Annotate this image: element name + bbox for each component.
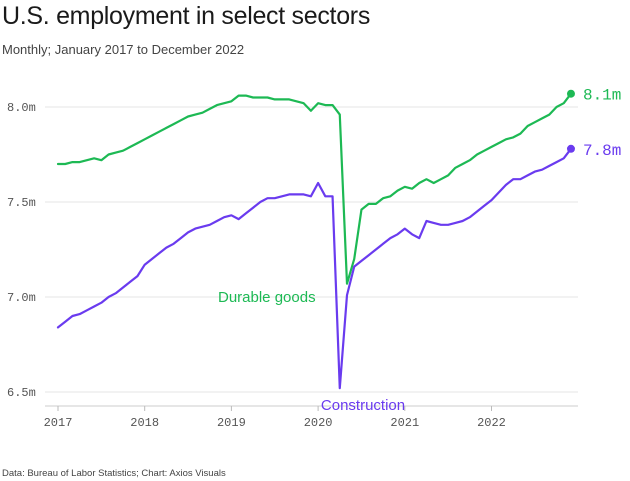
- end-value-label-durable-goods: 8.1m: [583, 87, 621, 105]
- end-point-construction: [566, 144, 575, 153]
- y-tick-label: 7.0m: [7, 291, 36, 305]
- series-line-durable-goods: [56, 92, 573, 285]
- source-note: Data: Bureau of Labor Statistics; Chart:…: [2, 468, 226, 479]
- series-line-construction: [56, 147, 573, 390]
- chart-title: U.S. employment in select sectors: [2, 2, 371, 30]
- x-tick-label: 2021: [390, 416, 419, 430]
- x-tick-label: 2022: [477, 416, 506, 430]
- y-tick-label: 6.5m: [7, 386, 36, 400]
- x-tick-label: 2018: [130, 416, 159, 430]
- y-tick-label: 8.0m: [7, 101, 36, 115]
- series-label-construction: Construction: [321, 397, 405, 414]
- x-tick-label: 2019: [217, 416, 246, 430]
- x-tick-label: 2020: [304, 416, 333, 430]
- series-label-durable-goods: Durable goods: [218, 289, 316, 306]
- chart-subtitle: Monthly; January 2017 to December 2022: [2, 42, 245, 57]
- x-tick-label: 2017: [44, 416, 73, 430]
- y-tick-label: 7.5m: [7, 196, 36, 210]
- end-point-durable-goods: [566, 89, 575, 98]
- end-value-label-construction: 7.8m: [583, 142, 621, 160]
